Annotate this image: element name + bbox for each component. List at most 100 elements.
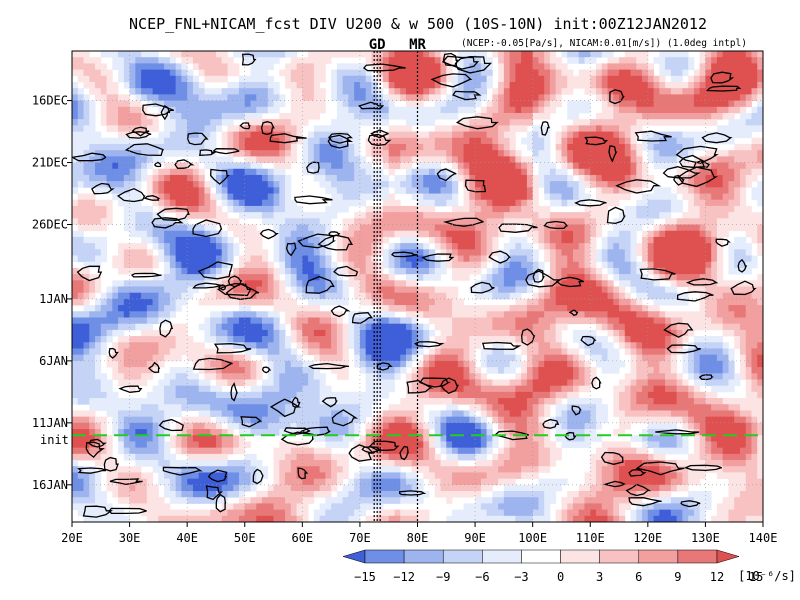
shading-cell [262,391,269,399]
shading-cell [486,497,493,504]
shading-cell [365,429,372,436]
shading-cell [279,404,286,411]
shading-cell [388,305,395,312]
shading-cell [233,329,240,337]
shading-cell [118,193,125,201]
shading-cell [152,404,159,411]
shading-cell [411,230,418,238]
shading-cell [319,503,326,511]
shading-cell [446,305,453,312]
shading-cell [221,472,228,480]
shading-cell [152,329,159,337]
shading-cell [400,212,407,219]
shading-cell [267,497,274,504]
shading-cell [475,329,482,337]
shading-cell [152,348,159,356]
shading-cell [227,131,234,139]
shading-cell [244,292,251,300]
shading-cell [112,398,119,405]
shading-cell [210,119,217,126]
shading-cell [469,360,476,368]
shading-cell [302,63,309,70]
shading-cell [342,503,349,511]
shading-cell [256,329,263,337]
shading-cell [457,447,464,455]
shading-cell [417,323,424,331]
shading-cell [475,491,482,498]
shading-cell [169,404,177,411]
shading-cell [279,119,286,126]
shading-cell [215,373,223,380]
shading-cell [377,261,384,269]
shading-cell [112,81,119,89]
shading-cell [169,342,177,349]
shading-cell [388,292,395,300]
shading-cell [469,404,476,411]
shading-cell [308,249,315,256]
shading-cell [95,416,102,424]
shading-cell [227,484,234,492]
shading-cell [95,255,102,263]
shading-cell [244,398,251,405]
shading-cell [238,435,246,442]
shading-cell [319,156,326,163]
shading-cell [440,156,447,163]
shading-cell [215,497,223,504]
shading-cell [325,323,332,331]
shading-cell [285,478,292,486]
shading-cell [417,261,424,269]
shading-cell [382,342,390,349]
shading-cell [354,453,361,461]
shading-cell [273,274,280,281]
shading-cell [342,261,349,269]
shading-cell [417,391,424,399]
shading-cell [175,466,182,473]
shading-cell [123,292,130,300]
shading-cell [290,422,297,430]
shading-cell [215,391,223,399]
shading-cell [503,249,511,256]
shading-cell [118,63,125,70]
shading-cell [290,373,297,380]
shading-cell [164,119,171,126]
shading-cell [106,81,113,89]
shading-cell [158,218,165,225]
shading-cell [342,422,349,430]
shading-cell [244,205,251,213]
shading-cell [83,367,90,374]
shading-cell [267,348,274,356]
shading-cell [429,57,436,64]
shading-cell [452,435,459,442]
shading-cell [244,367,251,374]
shading-cell [250,174,257,182]
shading-cell [187,261,194,269]
shading-cell [152,88,159,95]
shading-cell [417,509,424,517]
shading-cell [100,292,107,300]
shading-cell [250,515,257,522]
shading-cell [313,453,321,461]
shading-cell [405,75,413,83]
shading-cell [509,94,516,101]
shading-cell [302,119,309,126]
shading-cell [394,416,401,424]
shading-cell [141,168,148,176]
shading-cell [221,193,228,201]
shading-cell [480,224,487,232]
shading-cell [342,88,349,95]
shading-cell [480,317,487,325]
shading-cell [365,317,372,325]
shading-cell [475,81,482,89]
shading-cell [290,429,297,436]
shading-cell [221,453,228,461]
shading-cell [429,373,436,380]
shading-cell [83,336,90,343]
shading-cell [135,491,142,498]
shading-cell [440,193,447,201]
shading-cell [486,404,493,411]
shading-cell [400,478,407,486]
shading-cell [106,88,113,95]
shading-cell [267,484,274,492]
shading-cell [492,243,499,250]
shading-cell [100,305,107,312]
